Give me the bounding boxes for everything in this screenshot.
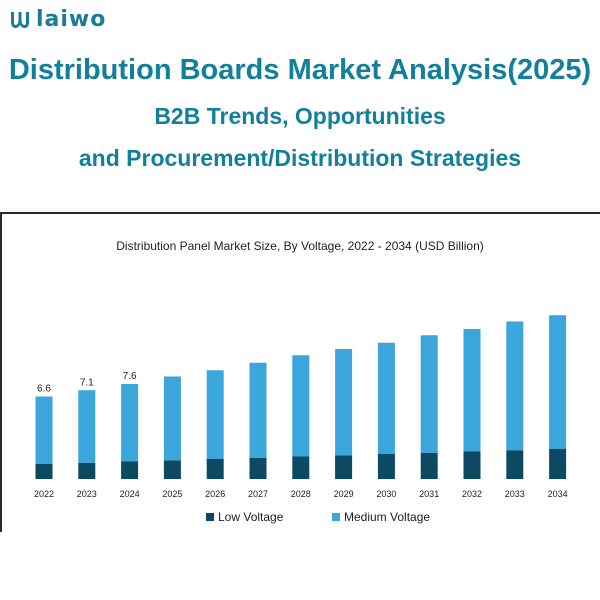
- bar-low-voltage-2034: [549, 449, 567, 479]
- bar-medium-voltage-2026: [206, 370, 224, 459]
- x-tick-2034: 2034: [548, 489, 568, 499]
- bar-low-voltage-2022: [35, 464, 53, 479]
- bar-low-voltage-2032: [463, 451, 481, 479]
- logo-text: laiwo: [36, 7, 107, 32]
- bar-low-voltage-2028: [292, 456, 310, 479]
- legend-swatch-medium-voltage: [332, 513, 340, 521]
- bar-medium-voltage-2024: [121, 384, 139, 462]
- page-subtitle-line1: B2B Trends, Opportunities: [154, 103, 446, 129]
- bar-low-voltage-2033: [506, 450, 524, 479]
- bar-medium-voltage-2023: [78, 390, 96, 463]
- bar-medium-voltage-2029: [335, 349, 353, 456]
- legend-swatch-low-voltage: [206, 513, 214, 521]
- bar-low-voltage-2023: [78, 462, 96, 479]
- x-tick-2022: 2022: [34, 489, 54, 499]
- bar-medium-voltage-2030: [377, 342, 395, 454]
- data-label-2024: 7.6: [123, 371, 137, 382]
- bar-low-voltage-2030: [377, 454, 395, 479]
- bar-medium-voltage-2028: [292, 355, 310, 457]
- chart-title: Distribution Panel Market Size, By Volta…: [116, 239, 484, 253]
- bar-medium-voltage-2032: [463, 329, 481, 452]
- x-tick-2023: 2023: [77, 489, 97, 499]
- bar-medium-voltage-2025: [163, 376, 181, 461]
- x-tick-2032: 2032: [462, 489, 482, 499]
- bar-low-voltage-2024: [121, 461, 139, 479]
- data-label-2022: 6.6: [37, 384, 51, 395]
- legend-label-medium-voltage: Medium Voltage: [344, 510, 430, 524]
- chart-panel: Distribution Panel Market Size, By Volta…: [0, 212, 600, 532]
- bar-low-voltage-2027: [249, 457, 267, 479]
- bar-medium-voltage-2027: [249, 362, 267, 458]
- x-tick-2024: 2024: [120, 489, 140, 499]
- x-tick-2031: 2031: [419, 489, 439, 499]
- stacked-bar-chart: Distribution Panel Market Size, By Volta…: [34, 239, 568, 524]
- x-tick-2030: 2030: [376, 489, 396, 499]
- x-tick-2029: 2029: [334, 489, 354, 499]
- bar-low-voltage-2026: [206, 459, 224, 479]
- bar-low-voltage-2031: [420, 452, 438, 479]
- bar-medium-voltage-2022: [35, 396, 53, 464]
- x-tick-2026: 2026: [205, 489, 225, 499]
- data-label-2023: 7.1: [80, 377, 94, 388]
- page-subtitle-line2: and Procurement/Distribution Strategies: [78, 145, 522, 171]
- x-tick-2028: 2028: [291, 489, 311, 499]
- x-tick-2027: 2027: [248, 489, 268, 499]
- brand-logo: laiwo: [8, 8, 106, 32]
- bar-medium-voltage-2034: [549, 315, 567, 449]
- bar-low-voltage-2025: [163, 460, 181, 479]
- page-title: Distribution Boards Market Analysis(2025…: [8, 54, 592, 86]
- bar-medium-voltage-2031: [420, 335, 438, 453]
- x-tick-2025: 2025: [162, 489, 182, 499]
- w-logo-icon: [11, 12, 29, 28]
- bar-medium-voltage-2033: [506, 321, 524, 451]
- bar-low-voltage-2029: [335, 455, 353, 479]
- legend-label-low-voltage: Low Voltage: [218, 510, 284, 524]
- x-tick-2033: 2033: [505, 489, 525, 499]
